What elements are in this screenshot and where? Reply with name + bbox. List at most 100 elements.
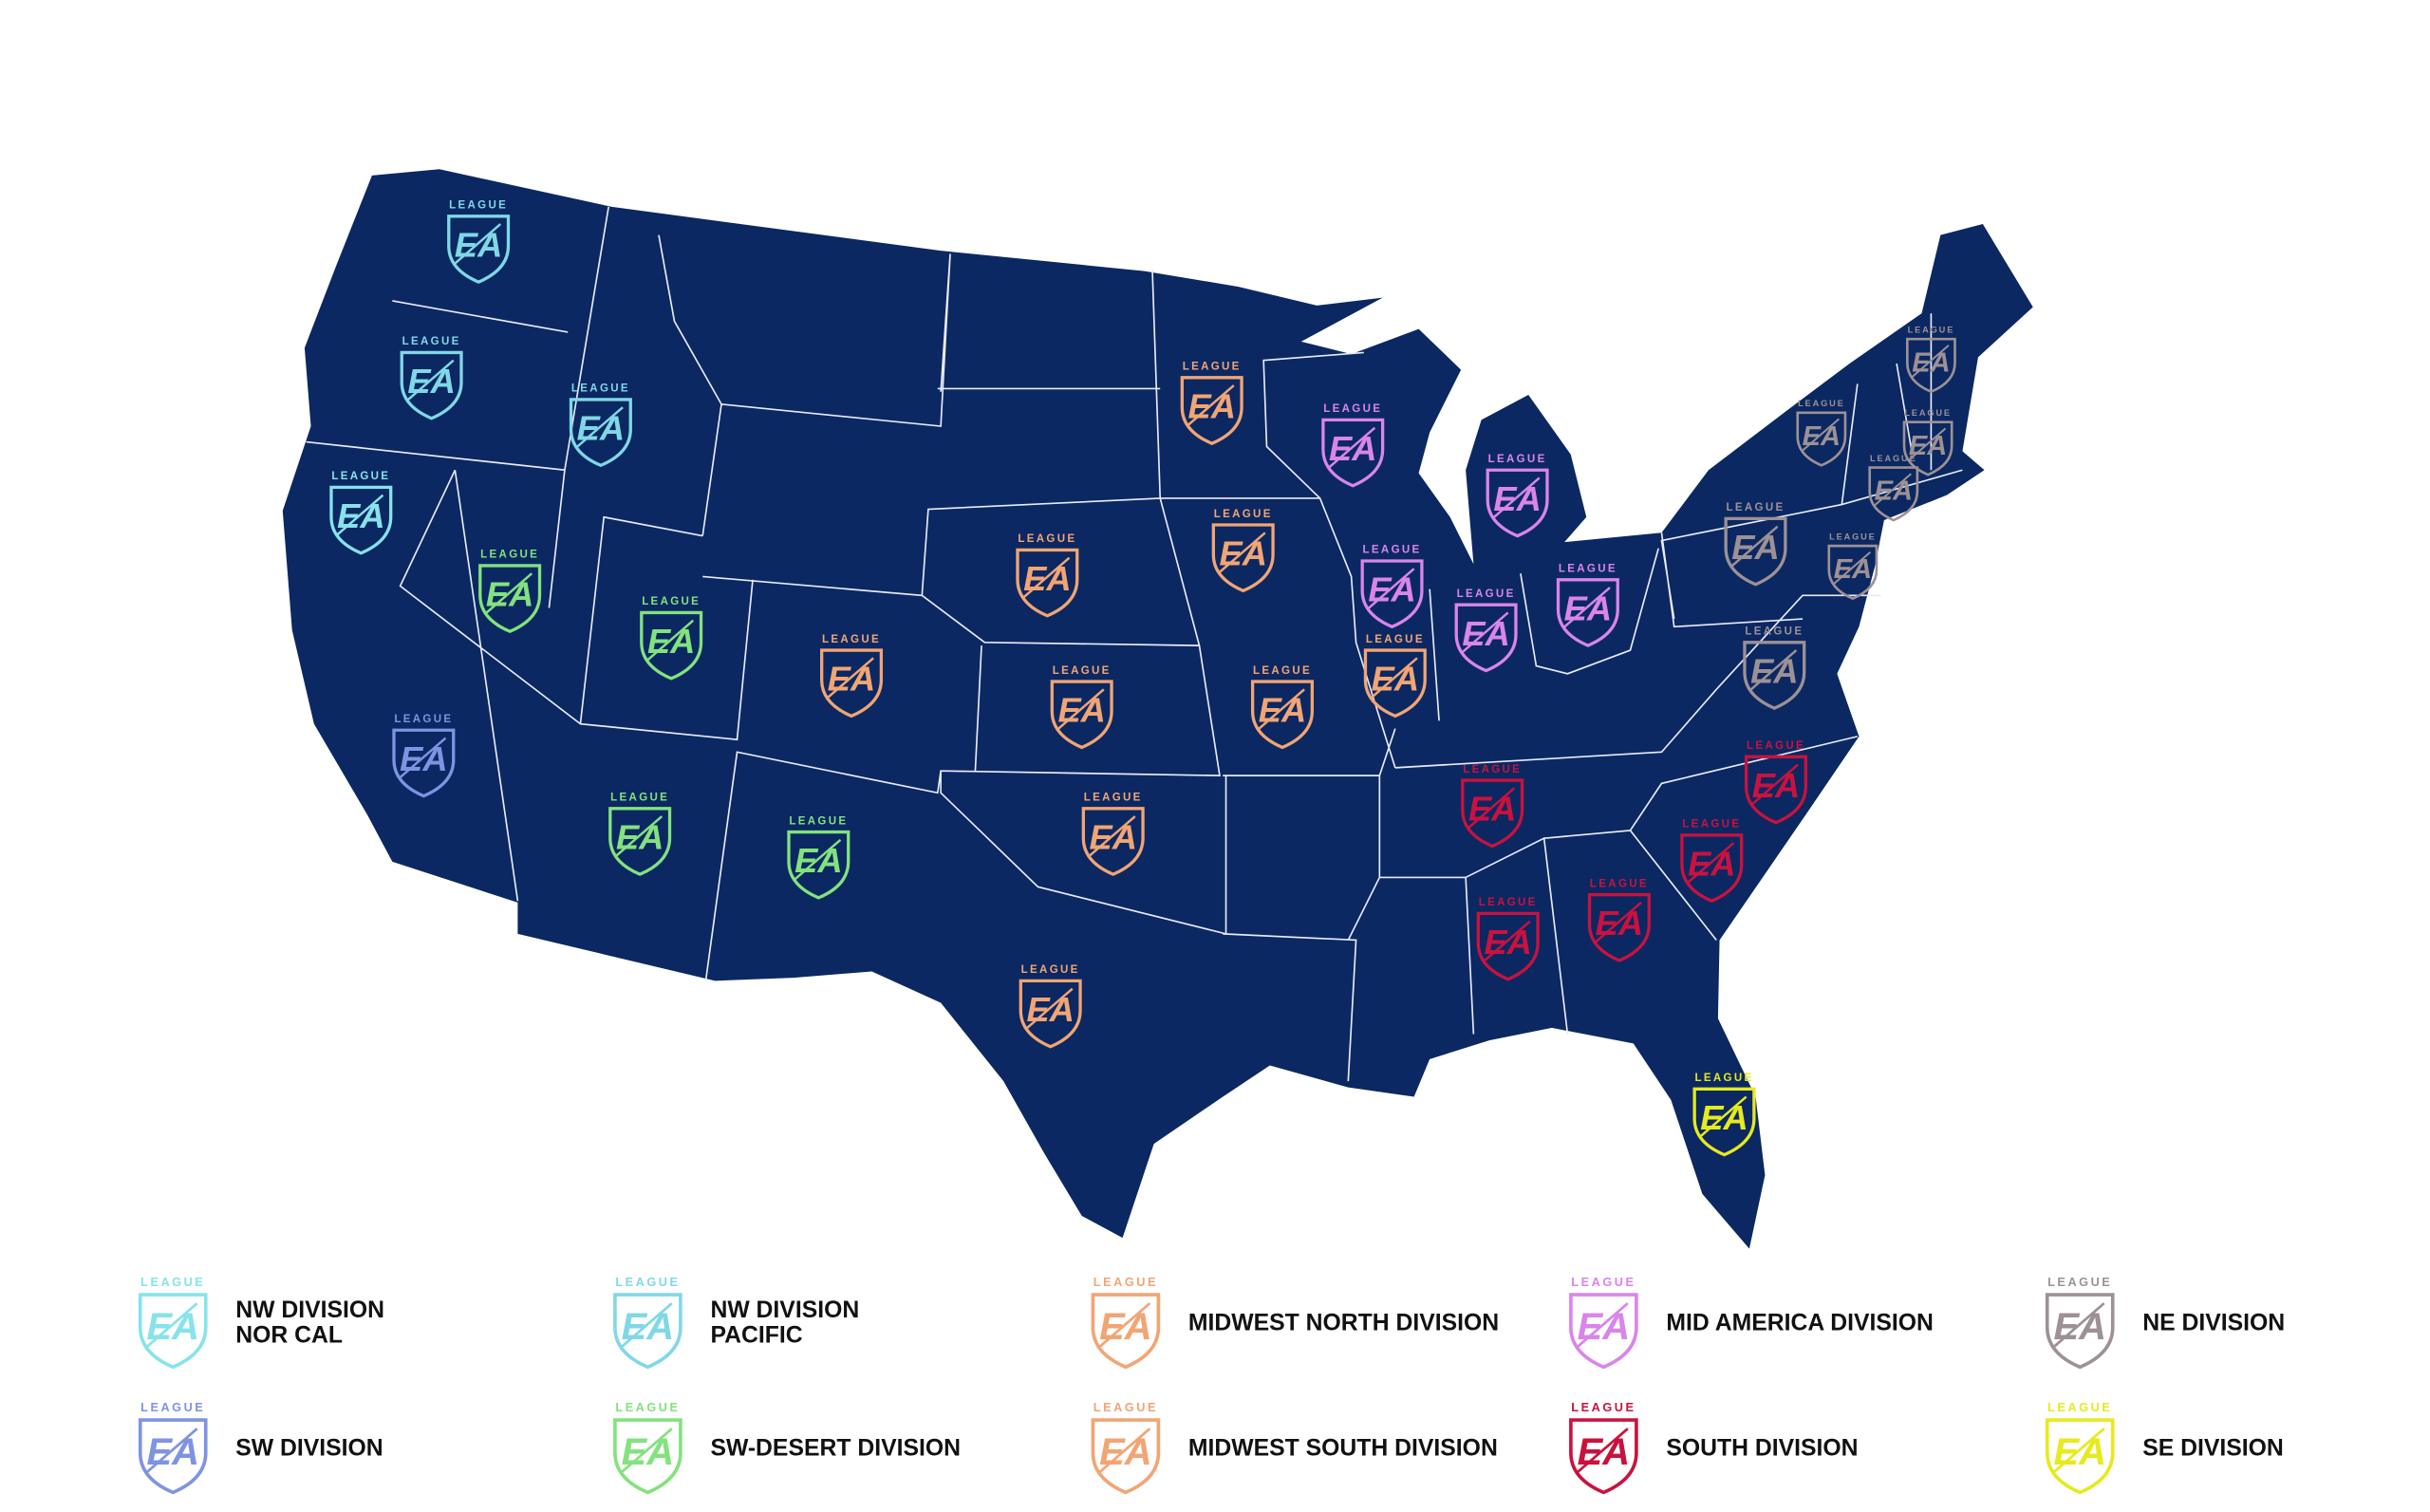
badge-top-text: LEAGUE <box>1094 1275 1158 1289</box>
badge-stripe <box>1832 551 1872 586</box>
badge-stripe <box>1698 1095 1748 1139</box>
badge-top-text: LEAGUE <box>1488 454 1547 465</box>
badge-logo-text: EA <box>1564 588 1612 627</box>
badge-shield <box>2045 1418 2115 1495</box>
division-badge: LEAGUE EA <box>1905 326 1956 394</box>
badge-top-text: LEAGUE <box>2047 1400 2112 1414</box>
division-badge: LEAGUE EA <box>1461 764 1524 849</box>
division-badge: LEAGUE EA <box>400 336 463 420</box>
badge-logo-text: EA <box>1484 923 1531 961</box>
badge-logo-text: EA <box>1259 691 1306 730</box>
badge-logo-text: EA <box>1700 1098 1748 1137</box>
badge-stripe <box>1021 556 1071 600</box>
badge-top-text: LEAGUE <box>1798 399 1845 408</box>
badge-shield <box>138 1418 208 1495</box>
badge-top-text: LEAGUE <box>1479 897 1538 908</box>
division-badge: LEAGUE EA <box>1050 665 1113 750</box>
badge-shield <box>1905 337 1956 394</box>
badge-stripe <box>1575 1302 1629 1350</box>
badge-shield <box>1019 979 1082 1049</box>
badge-logo-text: EA <box>2053 1431 2105 1473</box>
badge-stripe <box>335 494 384 537</box>
badge-shield <box>1180 376 1243 445</box>
badge-logo-text: EA <box>146 1306 198 1348</box>
badge-stripe <box>1087 815 1136 858</box>
division-badge: LEAGUE EA <box>1587 878 1651 962</box>
badge-top-text: LEAGUE <box>1571 1400 1636 1414</box>
badge-logo-text: EA <box>1219 534 1266 573</box>
legend-label: SE DIVISION <box>2142 1436 2284 1462</box>
badge-top-text: LEAGUE <box>1323 403 1382 415</box>
badge-shield <box>1587 892 1651 962</box>
badge-stripe <box>1096 1428 1151 1475</box>
badge-top-text: LEAGUE <box>140 1400 205 1414</box>
badge-stripe <box>1575 1428 1629 1475</box>
badge-top-text: LEAGUE <box>1084 793 1143 804</box>
badge-top-text: LEAGUE <box>1908 326 1955 335</box>
badge-top-text: LEAGUE <box>1183 362 1242 373</box>
badge-top-text: LEAGUE <box>1695 1073 1754 1084</box>
badge-shield <box>1211 523 1275 593</box>
badge-top-text: LEAGUE <box>1745 626 1804 638</box>
badge-shield <box>1461 778 1524 849</box>
badge-shield <box>1724 516 1787 587</box>
badge-stripe <box>2051 1302 2105 1350</box>
division-badge: LEAGUE EA <box>138 1275 208 1370</box>
badge-logo-text: EA <box>794 841 842 880</box>
badge-stripe <box>619 1302 673 1350</box>
badge-top-text: LEAGUE <box>1747 740 1805 752</box>
legend-label: MID AMERICA DIVISION <box>1666 1310 1933 1335</box>
division-badge: LEAGUE EA <box>138 1400 208 1495</box>
badge-top-text: LEAGUE <box>449 200 508 212</box>
badge-shield <box>1321 418 1385 488</box>
badge-logo-text: EA <box>1803 421 1841 452</box>
badge-shield <box>1868 466 1919 522</box>
badge-top-text: LEAGUE <box>1214 509 1273 520</box>
badge-shield <box>1476 911 1540 981</box>
badge-stripe <box>144 1428 198 1475</box>
badge-stripe <box>1561 587 1611 629</box>
badge-logo-text: EA <box>1468 790 1516 829</box>
division-badge: LEAGUE EA <box>1486 454 1549 538</box>
legend-label: NE DIVISION <box>2142 1310 2285 1335</box>
division-badge: LEAGUE EA <box>1827 532 1879 601</box>
legend-label: NW DIVISION <box>710 1297 859 1323</box>
legend-label: SW DIVISION <box>235 1436 383 1462</box>
badge-stripe <box>1873 473 1912 508</box>
division-badge: LEAGUE EA <box>1724 502 1787 587</box>
division-badge: LEAGUE EA <box>1250 665 1314 750</box>
division-badge: LEAGUE EA <box>329 471 393 555</box>
legend-label: SOUTH DIVISION <box>1666 1436 1858 1462</box>
badge-stripe <box>1482 920 1531 963</box>
badge-stripe <box>1460 611 1509 655</box>
badge-top-text: LEAGUE <box>1053 665 1112 677</box>
division-badge: LEAGUE EA <box>1454 588 1518 673</box>
badge-shield <box>329 485 393 555</box>
badge-top-text: LEAGUE <box>1366 634 1425 645</box>
badge-shield <box>1569 1293 1638 1370</box>
badge-logo-text: EA <box>455 225 502 264</box>
division-badge: LEAGUE EA <box>1692 1073 1756 1157</box>
legend-item: LEAGUE EA SE DIVISION <box>2045 1400 2284 1495</box>
badge-logo-text: EA <box>828 660 875 699</box>
badge-stripe <box>398 737 447 780</box>
badge-stripe <box>1686 842 1735 885</box>
badge-stripe <box>1256 688 1305 732</box>
division-badge: LEAGUE EA <box>1019 964 1082 1049</box>
badge-logo-text: EA <box>1099 1431 1151 1473</box>
badge-logo-text: EA <box>622 1306 674 1348</box>
legend-item: LEAGUE EA NE DIVISION <box>2045 1275 2285 1370</box>
badge-top-text: LEAGUE <box>1904 408 1952 418</box>
badge-stripe <box>452 223 502 266</box>
badge-shield <box>392 728 456 798</box>
badge-logo-text: EA <box>1875 476 1913 507</box>
legend-item: LEAGUE EA SW DIVISION <box>138 1400 383 1495</box>
badge-shield <box>820 648 884 719</box>
division-badge: LEAGUE EA <box>1321 403 1385 488</box>
badge-logo-text: EA <box>647 622 695 661</box>
division-badge: LEAGUE EA <box>1211 509 1275 593</box>
badge-logo-text: EA <box>1752 766 1800 805</box>
